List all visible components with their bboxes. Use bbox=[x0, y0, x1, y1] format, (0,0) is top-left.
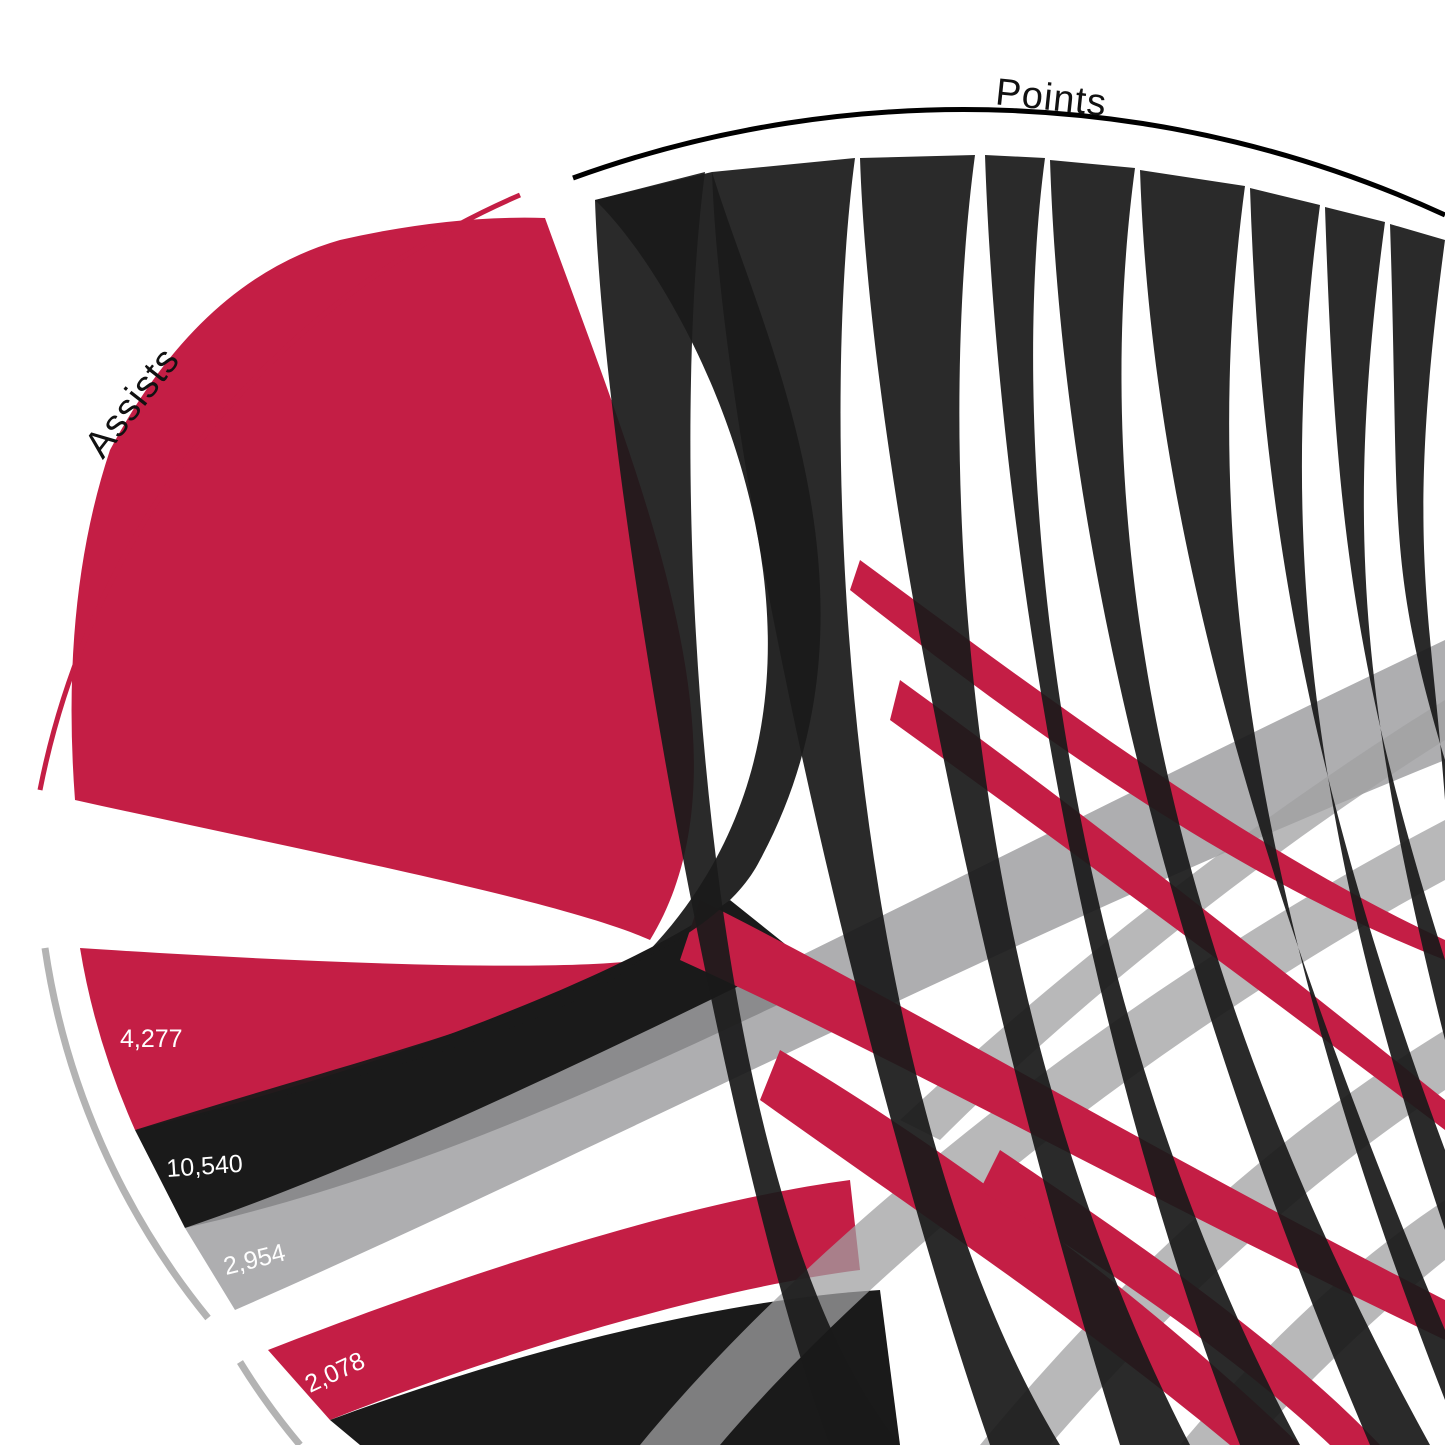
group-label-points: Points bbox=[994, 71, 1109, 124]
ribbon-assists-4 bbox=[890, 680, 1445, 1130]
arc-assists bbox=[37, 192, 521, 791]
arc-points bbox=[572, 107, 1445, 218]
ribbon-assists-main bbox=[71, 217, 694, 940]
ribbon-layer bbox=[71, 155, 1445, 1445]
ribbon-lowry-assists bbox=[80, 948, 658, 1130]
ribbon-points-1 bbox=[595, 172, 900, 1445]
ribbon-points-3 bbox=[860, 155, 1190, 1445]
ribbon-assists-3 bbox=[850, 560, 1445, 960]
ribbon-player2-assists bbox=[268, 1180, 860, 1420]
ribbon-points-9 bbox=[1390, 224, 1445, 800]
value-label-lowry-assists: 4,277 bbox=[120, 1025, 183, 1053]
value-label-lowry-points: 10,540 bbox=[165, 1150, 243, 1183]
ribbon-assists-2 bbox=[760, 1050, 1300, 1445]
ribbon-points-5 bbox=[1050, 160, 1430, 1445]
ribbon-points-7 bbox=[1250, 188, 1445, 1230]
arc-k-lowry bbox=[41, 947, 211, 1321]
ribbon-points-6 bbox=[1140, 170, 1445, 1400]
ribbon-lowry-points bbox=[135, 900, 830, 1228]
ribbon-points-4 bbox=[985, 155, 1300, 1445]
value-label-layer: 4,277 10,540 2,954 2,078 bbox=[120, 1025, 369, 1398]
arc-player2 bbox=[237, 1360, 303, 1445]
ribbon-points-8 bbox=[1325, 207, 1445, 1040]
group-arc-layer bbox=[37, 107, 1445, 1445]
